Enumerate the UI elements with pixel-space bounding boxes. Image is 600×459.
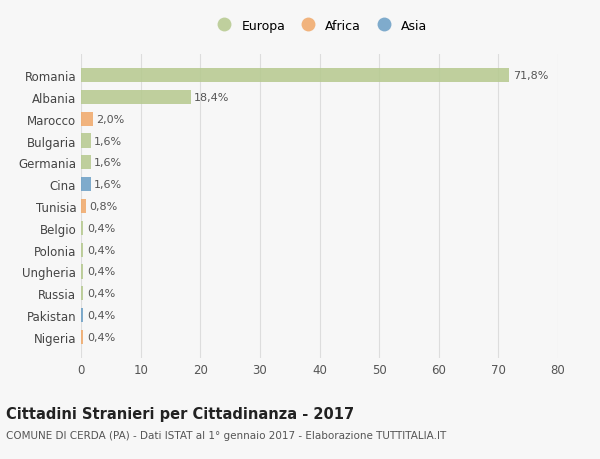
- Bar: [81, 112, 93, 127]
- Bar: [81, 90, 191, 105]
- Text: 18,4%: 18,4%: [194, 93, 230, 103]
- Bar: [81, 265, 83, 279]
- Text: 1,6%: 1,6%: [94, 136, 122, 146]
- Bar: [81, 69, 509, 83]
- Bar: [81, 156, 91, 170]
- Bar: [81, 308, 83, 323]
- Text: 71,8%: 71,8%: [512, 71, 548, 81]
- Text: 0,4%: 0,4%: [87, 332, 115, 342]
- Bar: [81, 330, 83, 344]
- Text: COMUNE DI CERDA (PA) - Dati ISTAT al 1° gennaio 2017 - Elaborazione TUTTITALIA.I: COMUNE DI CERDA (PA) - Dati ISTAT al 1° …: [6, 430, 446, 440]
- Text: 1,6%: 1,6%: [94, 158, 122, 168]
- Bar: [81, 134, 91, 148]
- Bar: [81, 286, 83, 301]
- Text: 0,8%: 0,8%: [89, 202, 118, 212]
- Text: 0,4%: 0,4%: [87, 310, 115, 320]
- Legend: Europa, Africa, Asia: Europa, Africa, Asia: [208, 16, 431, 36]
- Bar: [81, 243, 83, 257]
- Text: 1,6%: 1,6%: [94, 180, 122, 190]
- Text: Cittadini Stranieri per Cittadinanza - 2017: Cittadini Stranieri per Cittadinanza - 2…: [6, 406, 354, 421]
- Text: 0,4%: 0,4%: [87, 289, 115, 299]
- Text: 0,4%: 0,4%: [87, 224, 115, 233]
- Bar: [81, 178, 91, 192]
- Text: 0,4%: 0,4%: [87, 245, 115, 255]
- Text: 2,0%: 2,0%: [97, 114, 125, 124]
- Text: 0,4%: 0,4%: [87, 267, 115, 277]
- Bar: [81, 200, 86, 213]
- Bar: [81, 221, 83, 235]
